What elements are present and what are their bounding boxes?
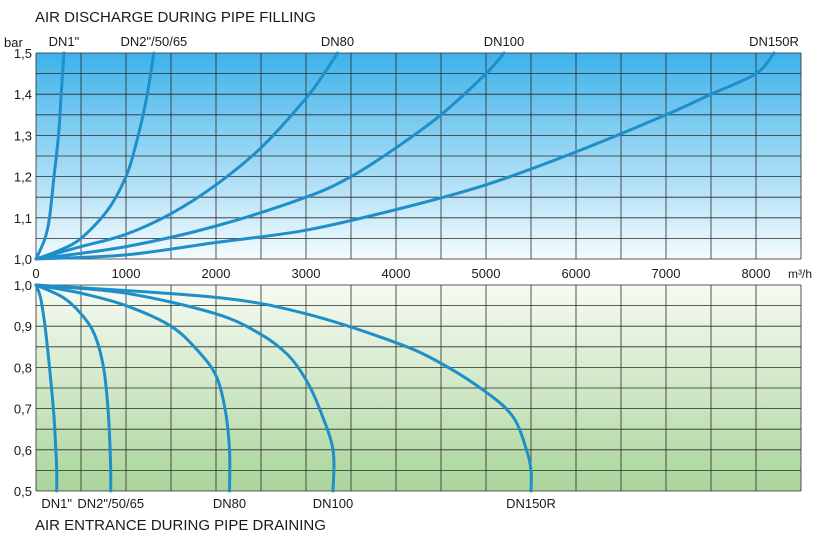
bottom-y-tick-label: 0,6 — [14, 443, 32, 458]
top-y-axis-unit: bar — [4, 35, 23, 50]
bottom-series-label-dn150r: DN150R — [506, 496, 556, 511]
top-series-label-dn100: DN100 — [484, 34, 524, 49]
bottom-chart-title: AIR ENTRANCE DURING PIPE DRAINING — [35, 517, 326, 534]
bottom-y-tick-label: 0,8 — [14, 360, 32, 375]
bottom-curve-dn2-50-65 — [34, 283, 113, 493]
bottom-series-label-dn2-50-65: DN2"/50/65 — [77, 496, 144, 511]
x-axis-unit: m³/h — [788, 267, 812, 281]
x-tick-label: 8000 — [742, 266, 771, 281]
bottom-series-label-dn80: DN80 — [213, 496, 246, 511]
top-series-label-dn150r: DN150R — [749, 34, 799, 49]
bottom-series-labels: DN1" DN2"/50/65 DN80 DN100 DN150R — [41, 496, 556, 511]
bottom-curve-dn1 — [34, 283, 59, 493]
top-curve-dn100 — [34, 51, 506, 261]
x-tick-label: 2000 — [202, 266, 231, 281]
top-curve-dn80 — [34, 51, 339, 261]
bottom-curve-dn100 — [34, 283, 336, 493]
top-series-labels: DN1" DN2"/50/65 DN80 DN100 DN150R — [49, 34, 799, 49]
bottom-curve-dn80 — [34, 283, 232, 493]
x-tick-label: 4000 — [382, 266, 411, 281]
top-curve-dn150r — [34, 51, 776, 261]
bottom-y-tick-label: 0,9 — [14, 319, 32, 334]
top-series-label-dn2-50-65: DN2"/50/65 — [121, 34, 188, 49]
x-tick-label: 1000 — [112, 266, 141, 281]
top-y-tick-label: 1,5 — [14, 46, 32, 61]
x-tick-label: 6000 — [562, 266, 591, 281]
x-tick-labels: 0 1000 2000 3000 4000 5000 6000 7000 8000 — [32, 266, 770, 281]
top-series-label-dn80: DN80 — [321, 34, 354, 49]
top-curve-dn1 — [34, 51, 66, 261]
top-curve-dn2-50-65 — [34, 51, 156, 261]
top-y-tick-label: 1,2 — [14, 170, 32, 185]
x-tick-label: 0 — [32, 266, 39, 281]
top-y-tick-labels: 1,0 1,1 1,2 1,3 1,4 1,5 — [14, 46, 32, 267]
top-series-label-dn1: DN1" — [49, 34, 80, 49]
bottom-series-label-dn100: DN100 — [313, 496, 353, 511]
bottom-series-label-dn1: DN1" — [41, 496, 72, 511]
top-y-tick-label: 1,0 — [14, 252, 32, 267]
bottom-curve-dn150r — [34, 283, 533, 493]
bottom-grid — [35, 284, 802, 492]
top-y-tick-label: 1,1 — [14, 211, 32, 226]
top-curves — [34, 51, 776, 261]
top-y-tick-label: 1,3 — [14, 128, 32, 143]
x-tick-label: 7000 — [652, 266, 681, 281]
bottom-y-tick-label: 1,0 — [14, 278, 32, 293]
bottom-y-tick-label: 0,5 — [14, 484, 32, 499]
bottom-y-tick-labels: 1,0 0,9 0,8 0,7 0,6 0,5 — [14, 278, 32, 499]
top-y-tick-label: 1,4 — [14, 87, 32, 102]
bottom-y-tick-label: 0,7 — [14, 402, 32, 417]
x-tick-label: 5000 — [472, 266, 501, 281]
bottom-curves — [34, 283, 533, 493]
x-tick-label: 3000 — [292, 266, 321, 281]
top-chart-title: AIR DISCHARGE DURING PIPE FILLING — [35, 9, 316, 26]
